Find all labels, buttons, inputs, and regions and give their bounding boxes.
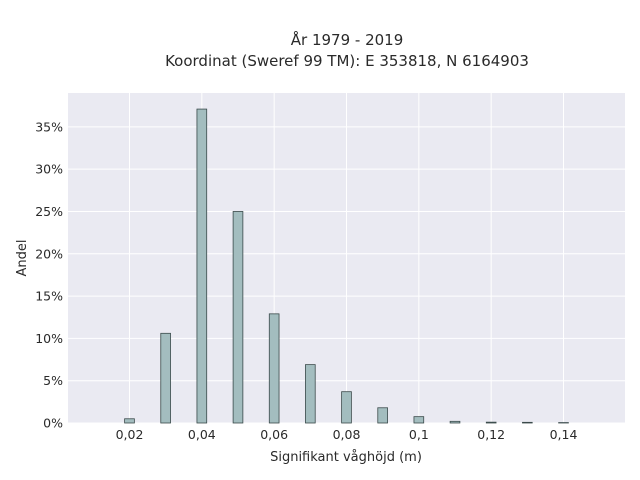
y-tick-labels: 0% 5% 10% 15% 20% 25% 30% 35% [35, 119, 63, 430]
y-tick-label: 35% [35, 119, 63, 134]
histogram-bar [413, 416, 425, 424]
x-tick-labels: 0,02 0,04 0,06 0,08 0,1 0,12 0,14 [116, 427, 578, 442]
histogram-bar [196, 108, 208, 424]
histogram-bar [522, 421, 533, 424]
y-tick-label: 30% [35, 162, 63, 177]
histogram-bar [160, 332, 171, 424]
histogram-bar [124, 418, 135, 424]
chart-title-line2: Koordinat (Sweref 99 TM): E 353818, N 61… [165, 52, 529, 70]
y-axis-label: Andel [15, 240, 30, 277]
histogram-bar [232, 211, 244, 424]
x-tick-label: 0,1 [409, 427, 429, 442]
y-tick-label: 5% [43, 373, 63, 388]
y-tick-label: 0% [43, 416, 63, 431]
x-axis-label: Signifikant våghöjd (m) [270, 450, 422, 465]
x-tick-label: 0,06 [260, 427, 288, 442]
histogram-bar [341, 391, 352, 424]
x-tick-label: 0,02 [116, 427, 144, 442]
histogram-bar [449, 420, 461, 424]
histogram-bar [305, 364, 316, 424]
histogram-bar [485, 421, 497, 424]
y-tick-label: 10% [35, 331, 63, 346]
y-tick-label: 25% [35, 204, 63, 219]
histogram-bar [268, 313, 280, 424]
x-tick-label: 0,12 [477, 427, 505, 442]
x-tick-label: 0,08 [333, 427, 361, 442]
y-tick-label: 15% [35, 289, 63, 304]
bars [124, 108, 569, 424]
x-tick-label: 0,04 [188, 427, 216, 442]
chart-title-line1: År 1979 - 2019 [291, 30, 404, 49]
histogram-bar [377, 407, 388, 424]
x-tick-label: 0,14 [550, 427, 578, 442]
y-tick-label: 20% [35, 246, 63, 261]
